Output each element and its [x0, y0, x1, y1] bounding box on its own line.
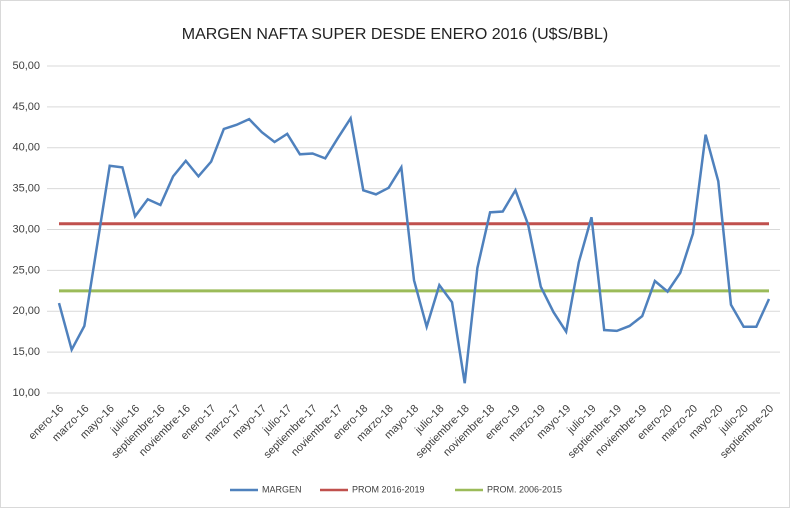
- y-tick-label: 50,00: [12, 60, 40, 72]
- y-tick-label: 30,00: [12, 223, 40, 235]
- y-tick-label: 25,00: [12, 264, 40, 276]
- y-tick-label: 35,00: [12, 183, 40, 195]
- series-line: [57, 114, 771, 384]
- legend-label: PROM. 2006-2015: [487, 484, 562, 494]
- y-tick-label: 10,00: [12, 387, 40, 399]
- chart-title: MARGEN NAFTA SUPER DESDE ENERO 2016 (U$S…: [182, 26, 608, 43]
- y-tick-label: 20,00: [12, 305, 40, 317]
- y-tick-label: 45,00: [12, 101, 40, 113]
- y-tick-label: 15,00: [12, 346, 40, 358]
- legend-label: PROM 2016-2019: [352, 484, 425, 494]
- y-tick-label: 40,00: [12, 142, 40, 154]
- legend-label: MARGEN: [262, 484, 302, 494]
